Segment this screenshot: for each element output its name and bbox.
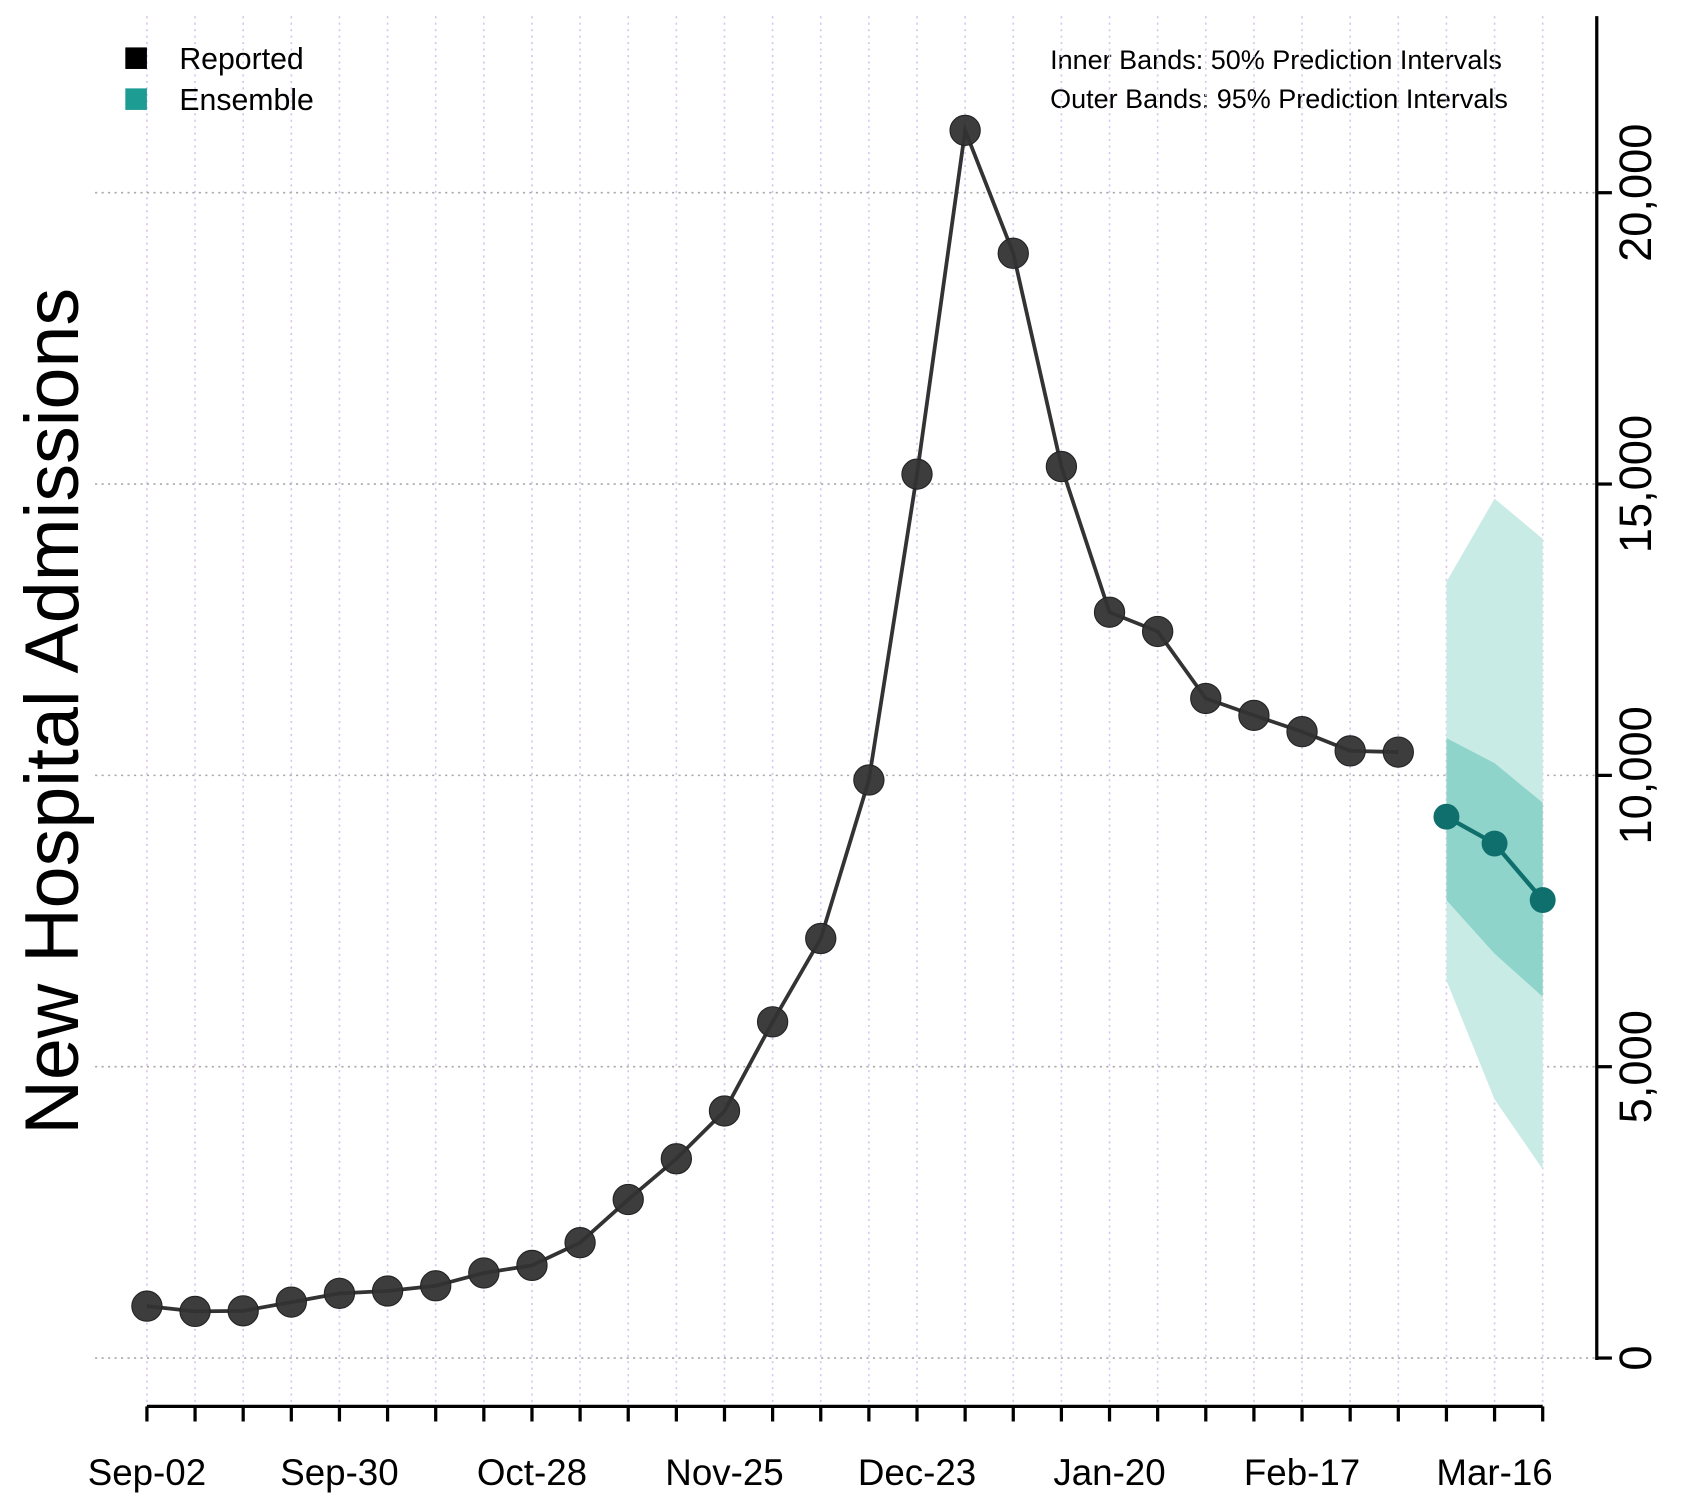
x-tick-label: Feb-17	[1244, 1452, 1360, 1493]
x-tick-label: Dec-23	[858, 1452, 976, 1493]
y-tick-label: 15,000	[1610, 415, 1661, 553]
data-point	[323, 1277, 356, 1309]
data-point	[1141, 615, 1174, 648]
x-tick-label: Sep-02	[88, 1452, 206, 1493]
prediction-band	[1446, 738, 1543, 997]
data-point	[1481, 830, 1508, 857]
x-tick-label: Sep-30	[280, 1452, 398, 1493]
data-point	[612, 1183, 644, 1216]
y-tick-label: 10,000	[1610, 706, 1661, 844]
data-point	[420, 1270, 452, 1302]
x-tick-label: Jan-20	[1053, 1452, 1165, 1493]
annotation: Inner Bands: 50% Prediction Intervals	[1050, 45, 1502, 75]
data-point	[179, 1295, 211, 1328]
data-point	[997, 237, 1029, 269]
data-point	[756, 1006, 789, 1038]
data-point	[371, 1275, 404, 1307]
legend-label: Reported	[179, 43, 303, 76]
data-point	[1334, 735, 1366, 767]
data-point	[227, 1295, 259, 1327]
data-point	[949, 114, 981, 146]
data-point	[1529, 887, 1556, 913]
data-point	[131, 1290, 163, 1322]
data-point	[468, 1257, 500, 1289]
annotation: Outer Bands: 95% Prediction Intervals	[1050, 84, 1508, 114]
data-point	[901, 458, 933, 490]
data-point	[564, 1227, 596, 1259]
legend-label: Ensemble	[179, 84, 313, 117]
data-point	[516, 1249, 548, 1282]
y-tick-label: 5,000	[1610, 1010, 1661, 1123]
x-tick-label: Oct-28	[477, 1452, 587, 1493]
data-point	[1190, 682, 1222, 715]
x-tick-label: Nov-25	[665, 1452, 783, 1493]
legend-swatch	[125, 88, 147, 110]
data-point	[1093, 596, 1126, 628]
data-point	[275, 1286, 307, 1318]
data-point	[1045, 450, 1078, 483]
data-point	[1238, 699, 1270, 731]
legend-swatch	[125, 47, 147, 69]
data-point	[660, 1143, 693, 1175]
y-axis-title: New Hospital Admissions	[11, 288, 95, 1135]
data-point	[805, 922, 837, 955]
y-tick-label: 20,000	[1610, 124, 1661, 262]
y-tick-label: 0	[1610, 1345, 1661, 1370]
data-point	[1433, 803, 1460, 830]
data-point	[1286, 716, 1318, 748]
data-point	[1382, 736, 1414, 768]
data-point	[853, 764, 885, 796]
x-tick-label: Mar-16	[1436, 1452, 1552, 1493]
data-point	[708, 1095, 741, 1127]
